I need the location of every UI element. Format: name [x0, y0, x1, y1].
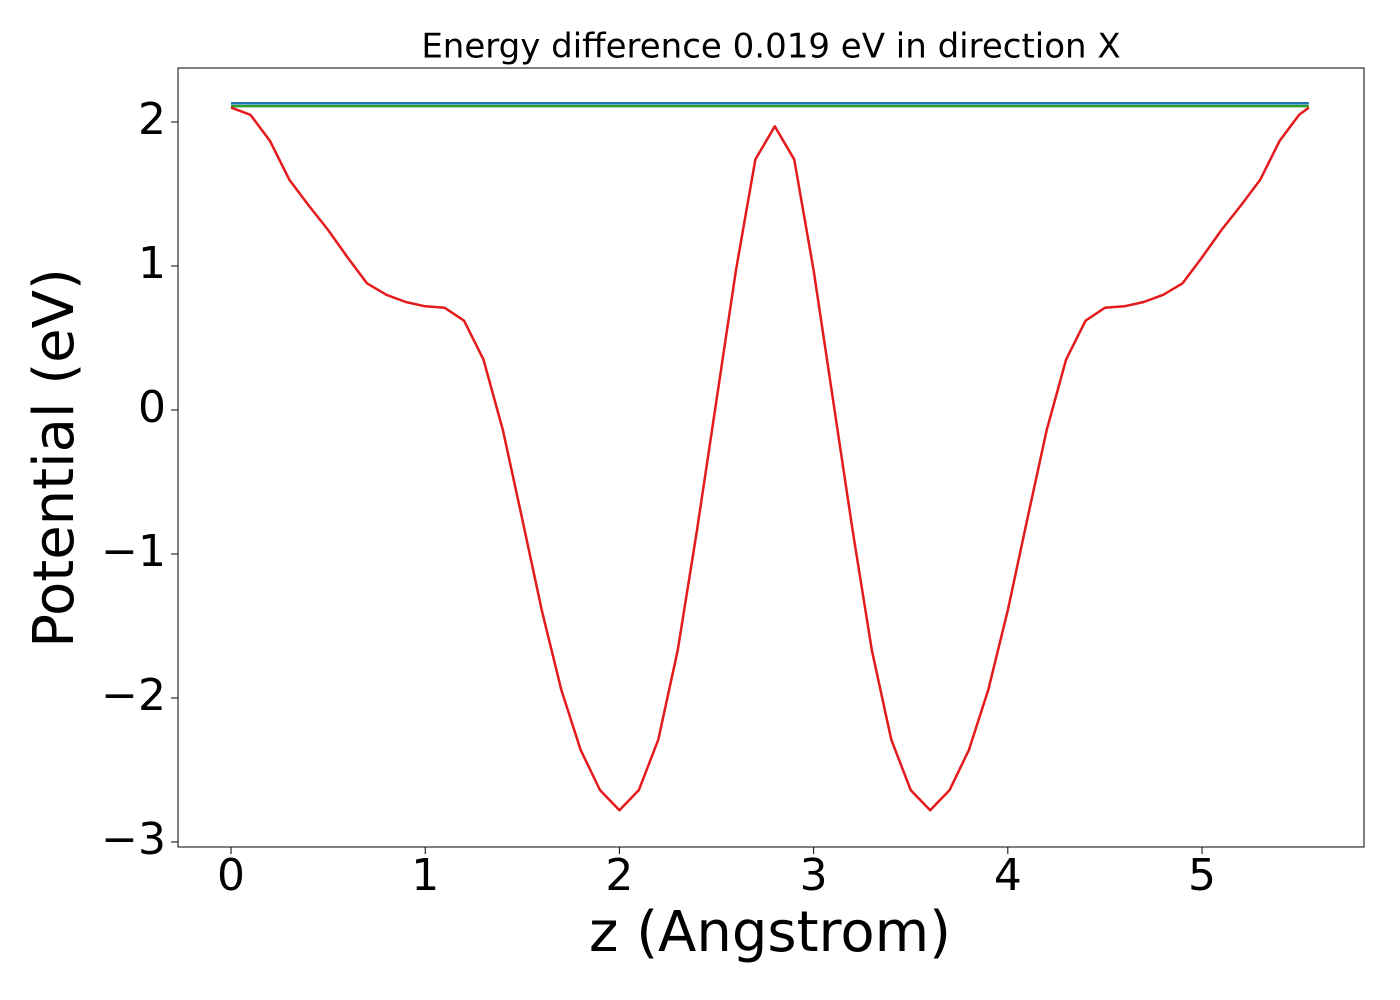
x-tick-label: 5	[1188, 850, 1216, 901]
x-axis-label: z (Angstrom)	[589, 900, 951, 965]
x-tick-label: 4	[994, 850, 1022, 901]
y-tick-label: 0	[138, 382, 166, 433]
y-tick-label: 2	[138, 94, 166, 145]
y-tick-label: 1	[138, 238, 166, 289]
y-tick-label: −3	[101, 814, 166, 865]
x-tick-label: 0	[217, 850, 245, 901]
chart-title: Energy difference 0.019 eV in direction …	[421, 27, 1120, 67]
x-tick-label: 2	[605, 850, 633, 901]
x-tick-label: 1	[411, 850, 439, 901]
data-line	[230, 106, 1310, 812]
plot-frame	[177, 67, 1365, 848]
y-tick-label: −2	[101, 670, 166, 721]
y-axis-label: Potential (eV)	[22, 268, 87, 648]
y-tick-label: −1	[101, 526, 166, 577]
x-tick-label: 3	[800, 850, 828, 901]
